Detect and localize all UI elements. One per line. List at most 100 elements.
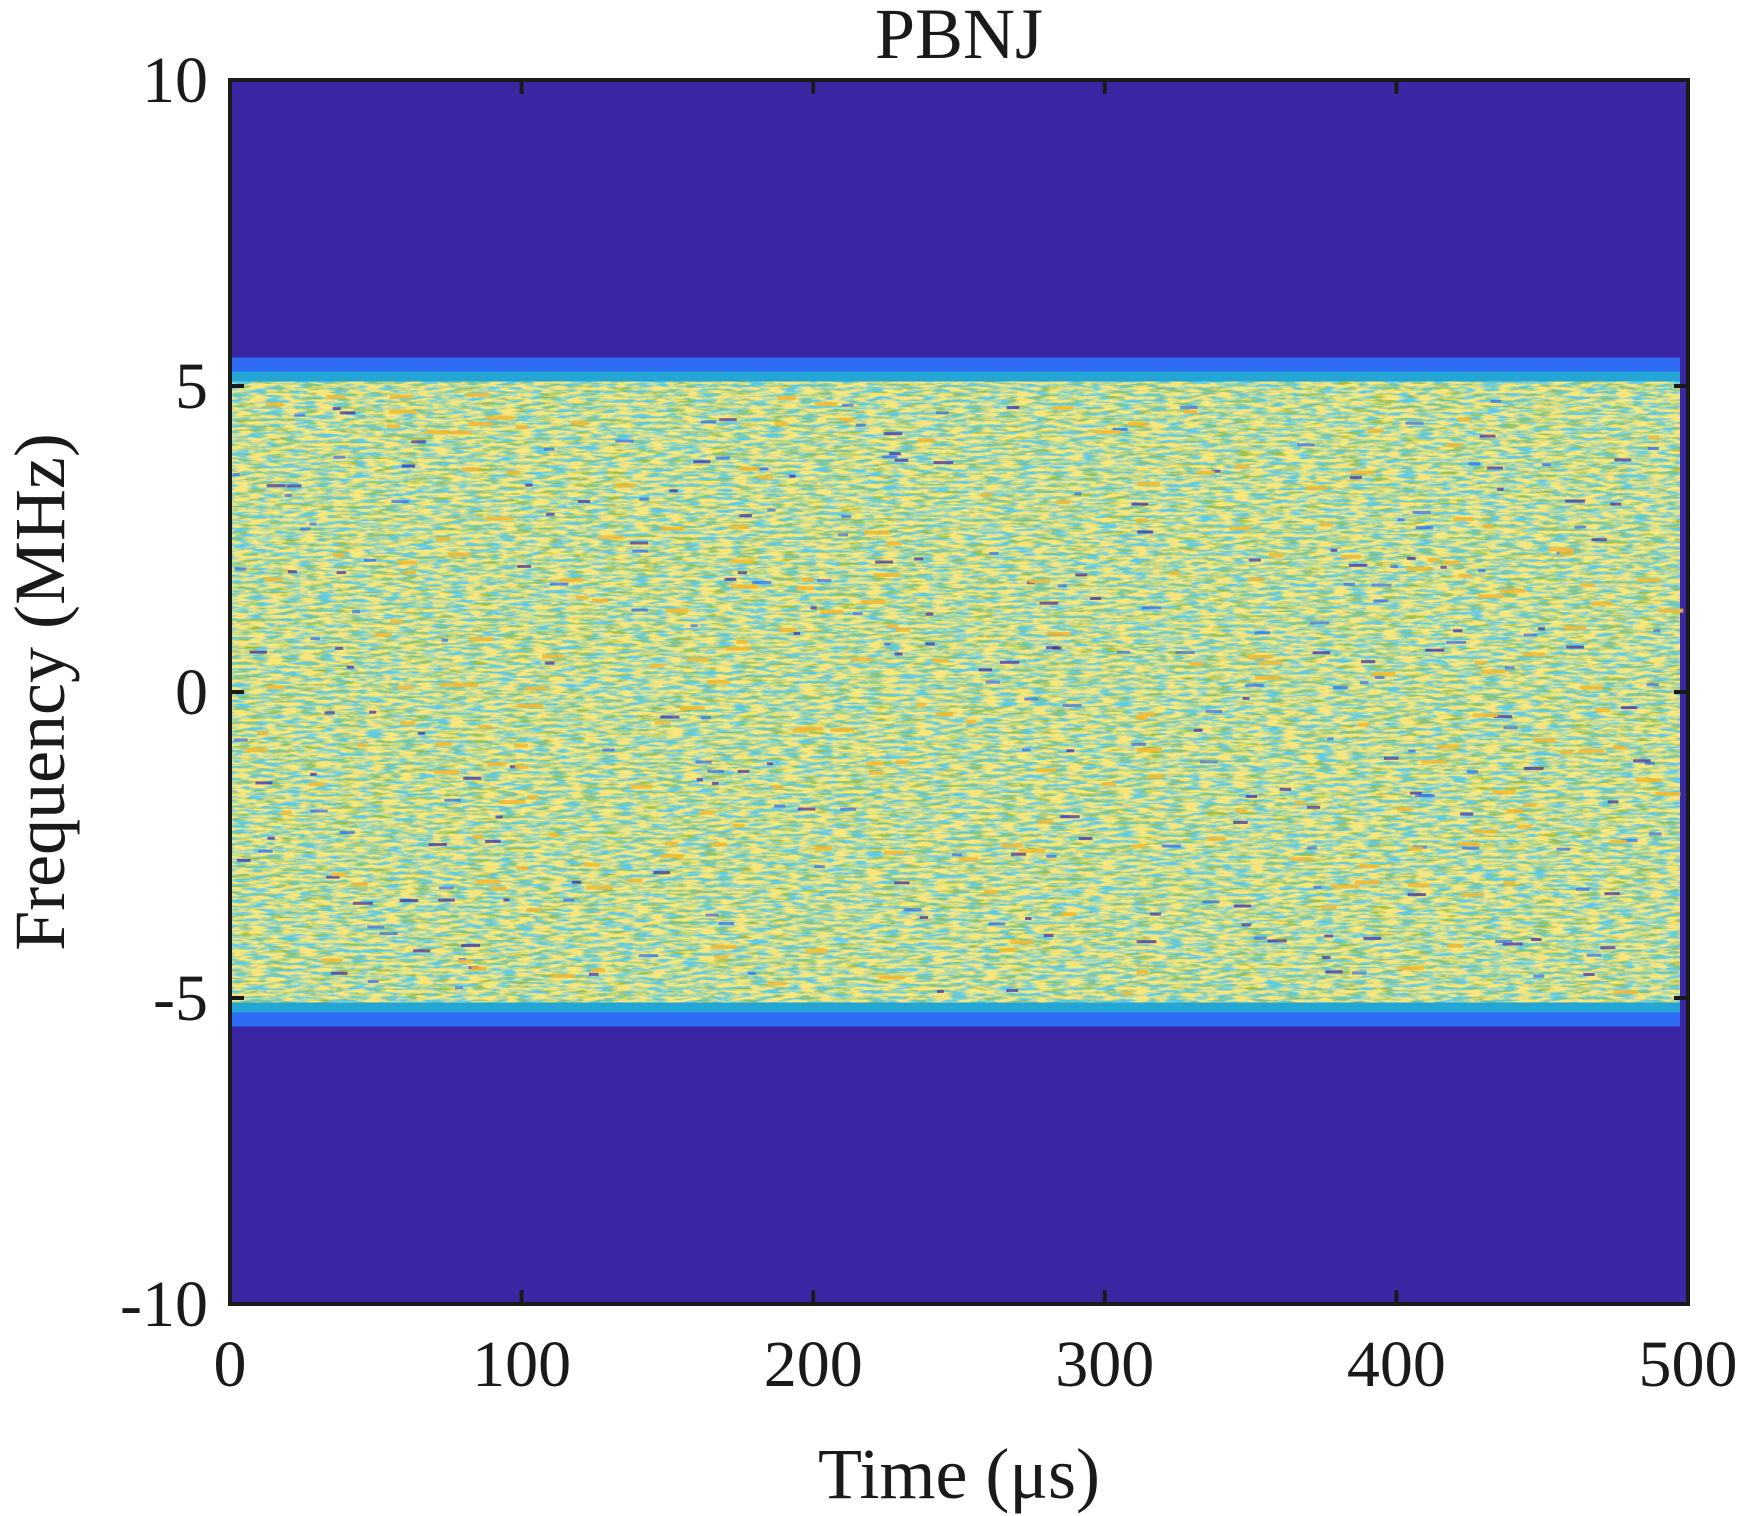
band-highlight <box>397 560 417 565</box>
band-speckle <box>690 624 698 628</box>
band-speckle <box>1267 939 1287 943</box>
band-speckle <box>1324 934 1334 938</box>
band-highlight <box>1001 843 1023 848</box>
band-highlight <box>424 430 449 435</box>
band-highlight <box>1458 841 1480 846</box>
band-speckle <box>1349 476 1362 480</box>
band-highlight <box>1442 560 1461 565</box>
band-highlight <box>1397 807 1413 812</box>
band-speckle <box>1046 854 1057 858</box>
band-highlight <box>863 530 890 535</box>
band-highlight <box>467 421 494 426</box>
band-speckle <box>814 865 825 869</box>
band-highlight <box>777 396 797 401</box>
band-speckle <box>1462 846 1480 850</box>
band-speckle <box>1531 937 1542 941</box>
band-speckle <box>1011 852 1027 856</box>
band-speckle <box>1542 463 1552 467</box>
band-speckle <box>1412 510 1431 514</box>
x-axis-ticks: 0 100 200 300 400 500 <box>214 80 1738 1401</box>
band-highlight <box>281 810 292 815</box>
band-speckle <box>1212 469 1221 473</box>
band-highlight <box>699 810 715 815</box>
band-speckle <box>1479 434 1496 438</box>
band-speckle <box>1409 791 1422 795</box>
band-highlight <box>1094 429 1121 434</box>
band-speckle <box>1374 675 1385 679</box>
band-highlight <box>263 577 283 582</box>
band-speckle <box>1647 447 1659 451</box>
band-highlight <box>541 654 564 659</box>
band-highlight <box>1052 406 1073 411</box>
band-speckle <box>752 581 772 585</box>
band-speckle <box>1373 599 1389 603</box>
band-highlight <box>1523 802 1537 807</box>
band-speckle <box>889 452 901 456</box>
band-speckle <box>1649 832 1662 836</box>
band-speckle <box>545 512 555 516</box>
band-speckle <box>517 564 532 568</box>
band-speckle <box>1232 821 1248 825</box>
band-speckle <box>1310 621 1330 625</box>
band-speckle <box>1245 683 1264 687</box>
band-highlight <box>1580 685 1603 690</box>
band-highlight <box>886 541 902 546</box>
band-speckle <box>332 407 341 411</box>
band-speckle <box>1254 631 1271 635</box>
band-highlight <box>661 526 685 531</box>
band-highlight <box>1613 990 1639 995</box>
band-highlight <box>265 402 284 407</box>
band-highlight <box>1294 800 1306 805</box>
band-highlight <box>1319 522 1333 527</box>
band-speckle <box>418 731 425 735</box>
band-highlight <box>469 637 493 642</box>
band-speckle <box>1330 548 1338 552</box>
band-speckle <box>310 637 320 641</box>
band-speckle <box>309 522 317 526</box>
band-highlight <box>879 975 905 980</box>
band-highlight <box>981 493 994 498</box>
band-highlight <box>774 421 788 426</box>
band-highlight <box>448 552 472 557</box>
band-highlight <box>326 394 345 399</box>
plot-area <box>230 80 1688 1304</box>
band-speckle <box>1307 846 1317 850</box>
band-speckle <box>509 765 519 769</box>
band-highlight <box>1255 675 1280 680</box>
band-highlight <box>711 842 727 847</box>
band-highlight <box>802 577 814 582</box>
band-speckle <box>1079 836 1093 840</box>
band-speckle <box>1621 839 1638 843</box>
band-highlight <box>389 409 417 414</box>
band-speckle <box>1583 972 1595 976</box>
band-speckle <box>1607 800 1619 804</box>
band-highlight <box>548 832 559 837</box>
band-highlight <box>490 886 507 891</box>
band-highlight <box>375 632 392 637</box>
band-speckle <box>985 680 1001 684</box>
band-highlight <box>1197 470 1216 475</box>
band-speckle <box>1141 606 1162 610</box>
band-speckle <box>660 715 680 719</box>
band-highlight <box>506 470 520 475</box>
band-speckle <box>1523 766 1544 770</box>
band-speckle <box>334 646 344 650</box>
band-speckle <box>838 533 848 537</box>
band-highlight <box>486 516 514 521</box>
band-speckle <box>767 762 774 766</box>
band-speckle <box>1653 629 1661 633</box>
band-speckle <box>1024 697 1039 701</box>
band-speckle <box>364 558 377 562</box>
band-speckle <box>1202 900 1220 904</box>
band-highlight <box>770 785 784 790</box>
band-speckle <box>705 913 719 917</box>
band-speckle <box>1043 934 1054 938</box>
band-highlight <box>1406 567 1432 572</box>
band-speckle <box>1407 556 1416 560</box>
band-speckle <box>632 549 648 553</box>
band-speckle <box>1415 794 1435 798</box>
band-highlight <box>1321 905 1337 910</box>
x-tick-label: 400 <box>1347 1328 1446 1401</box>
band-speckle <box>707 769 725 773</box>
band-highlight <box>1637 578 1661 583</box>
